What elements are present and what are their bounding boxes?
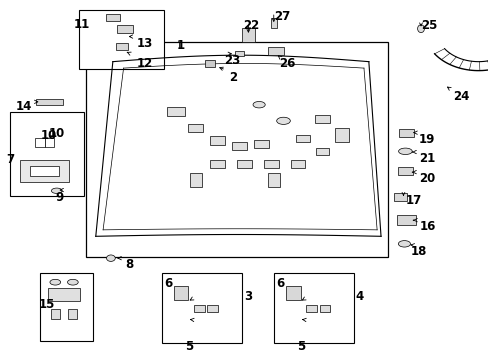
Bar bbox=[115, 43, 127, 50]
Bar bbox=[51, 310, 60, 319]
Text: 21: 21 bbox=[418, 152, 434, 165]
Bar bbox=[161, 273, 242, 343]
Bar bbox=[210, 160, 224, 168]
Text: 5: 5 bbox=[297, 339, 305, 352]
Bar bbox=[296, 135, 309, 142]
Bar bbox=[10, 112, 83, 196]
Text: 25: 25 bbox=[420, 19, 436, 32]
Bar bbox=[270, 18, 276, 28]
Ellipse shape bbox=[50, 279, 61, 285]
Text: 17: 17 bbox=[405, 194, 421, 207]
Bar bbox=[306, 305, 317, 312]
Text: 12: 12 bbox=[136, 57, 152, 70]
Bar bbox=[189, 173, 202, 187]
Ellipse shape bbox=[67, 279, 78, 285]
Text: 16: 16 bbox=[419, 220, 435, 233]
Bar bbox=[194, 305, 204, 312]
Ellipse shape bbox=[252, 102, 264, 108]
Bar bbox=[40, 273, 93, 341]
Bar bbox=[268, 47, 284, 55]
Bar bbox=[207, 305, 218, 312]
Ellipse shape bbox=[106, 255, 115, 261]
Text: 8: 8 bbox=[125, 258, 133, 271]
Bar bbox=[35, 138, 44, 147]
Bar bbox=[166, 107, 185, 116]
Bar bbox=[397, 167, 412, 175]
Bar bbox=[117, 26, 133, 33]
Bar bbox=[241, 28, 255, 41]
Text: 20: 20 bbox=[418, 172, 434, 185]
Bar bbox=[79, 10, 163, 69]
Bar bbox=[48, 288, 80, 301]
Text: 14: 14 bbox=[15, 100, 32, 113]
Bar bbox=[106, 14, 120, 22]
Bar bbox=[319, 305, 330, 312]
Ellipse shape bbox=[417, 25, 424, 33]
Text: 19: 19 bbox=[418, 133, 434, 146]
Text: 9: 9 bbox=[55, 191, 63, 204]
Bar bbox=[205, 60, 215, 67]
Bar bbox=[20, 160, 69, 182]
Bar bbox=[30, 166, 59, 176]
Text: 5: 5 bbox=[184, 339, 193, 352]
Bar bbox=[264, 160, 278, 168]
Bar bbox=[273, 273, 353, 343]
Text: 6: 6 bbox=[276, 277, 285, 290]
Text: 26: 26 bbox=[279, 57, 295, 70]
Bar bbox=[396, 215, 415, 225]
Text: 27: 27 bbox=[273, 10, 289, 23]
Text: 22: 22 bbox=[243, 19, 259, 32]
Text: 10: 10 bbox=[48, 127, 64, 140]
Ellipse shape bbox=[398, 148, 411, 154]
Bar bbox=[36, 99, 63, 105]
Text: 1: 1 bbox=[176, 39, 184, 52]
Text: 10: 10 bbox=[41, 129, 57, 142]
Text: 6: 6 bbox=[164, 277, 172, 290]
Bar bbox=[398, 129, 413, 136]
Text: 4: 4 bbox=[355, 291, 363, 303]
Bar bbox=[235, 51, 244, 56]
Text: 15: 15 bbox=[39, 298, 55, 311]
Text: 7: 7 bbox=[6, 153, 15, 166]
Bar bbox=[315, 115, 329, 123]
Bar bbox=[86, 42, 387, 257]
Ellipse shape bbox=[276, 117, 290, 125]
Text: 23: 23 bbox=[224, 54, 240, 67]
Bar bbox=[254, 140, 268, 148]
Bar bbox=[173, 286, 188, 300]
Ellipse shape bbox=[51, 188, 62, 193]
Text: 3: 3 bbox=[244, 291, 252, 303]
Bar bbox=[209, 136, 225, 145]
Bar bbox=[393, 193, 407, 201]
Bar bbox=[334, 128, 348, 142]
Text: 18: 18 bbox=[409, 245, 426, 258]
Bar bbox=[267, 173, 279, 187]
Bar bbox=[285, 286, 300, 300]
Bar bbox=[315, 148, 329, 155]
Bar bbox=[44, 138, 54, 147]
Text: 13: 13 bbox=[136, 37, 152, 50]
Bar bbox=[232, 142, 246, 150]
Bar bbox=[68, 310, 77, 319]
Bar bbox=[237, 160, 251, 168]
Text: 2: 2 bbox=[228, 71, 237, 84]
Text: 24: 24 bbox=[452, 90, 468, 103]
Text: 11: 11 bbox=[74, 18, 90, 31]
Bar bbox=[188, 124, 203, 132]
Ellipse shape bbox=[398, 240, 410, 247]
Bar bbox=[290, 160, 305, 168]
